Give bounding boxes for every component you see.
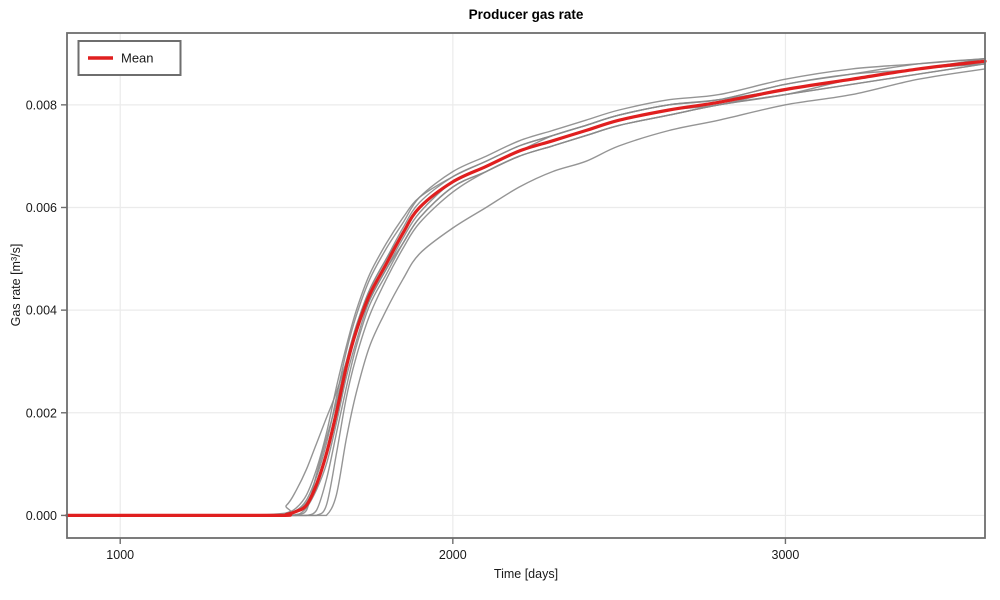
ensemble-line	[66, 58, 986, 517]
curve-layer	[65, 58, 987, 518]
mean-line	[65, 59, 987, 518]
y-axis-label: Gas rate [m³/s]	[9, 244, 23, 327]
legend-label-mean: Mean	[121, 51, 154, 66]
x-axis-label: Time [days]	[494, 567, 558, 581]
ensemble-line	[66, 63, 986, 517]
tick-layer: 1000 2000 3000 0.000 0.002 0.004 0.006 0.008	[26, 98, 800, 562]
ensemble-line	[66, 68, 986, 517]
grid-layer	[67, 33, 985, 538]
y-tick-label: 0.008	[26, 98, 57, 112]
ensemble-line	[66, 63, 986, 517]
legend: Mean	[77, 40, 182, 76]
x-tick-label: 1000	[106, 548, 134, 562]
chart-title: Producer gas rate	[469, 7, 584, 22]
y-tick-label: 0.006	[26, 201, 57, 215]
y-tick-label: 0.002	[26, 406, 57, 420]
ensemble-line	[66, 63, 986, 517]
y-tick-label: 0.000	[26, 509, 57, 523]
ensemble-line	[66, 58, 986, 517]
ensemble-line	[66, 58, 986, 517]
ensemble-line	[66, 58, 986, 517]
y-tick-label: 0.004	[26, 304, 57, 318]
x-tick-label: 2000	[439, 548, 467, 562]
plot-border	[66, 32, 986, 539]
x-tick-label: 3000	[772, 548, 800, 562]
ensemble-line	[66, 63, 986, 517]
